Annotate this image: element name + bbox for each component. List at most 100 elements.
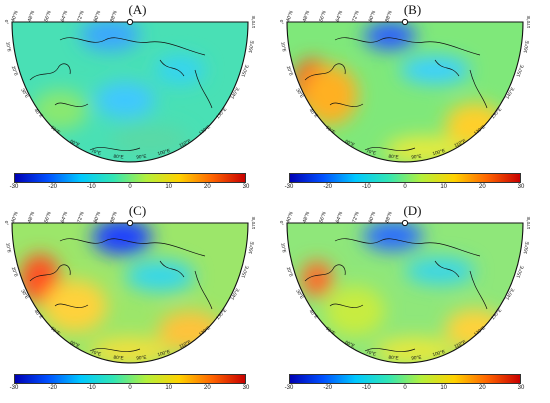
colorbar-tick-label: 0 [128,184,132,190]
lon-label: 10°E [280,41,287,52]
lon-label: 40°E [308,108,319,119]
lon-label: 110°E [178,339,191,349]
lon-label: 60°E [344,340,355,349]
colorbar-tick-label: 0 [403,184,407,190]
panel-label: (B) [403,2,422,17]
panel-label: (A) [128,2,147,17]
lon-label: 170°E [526,217,531,230]
lon-label: 70°E [366,349,377,357]
lat-label: 72°N [351,10,361,23]
lon-label: 70°E [91,148,102,156]
lon-label: 140°E [504,86,515,100]
lon-label: 0° [279,20,284,25]
map-outline [11,21,249,163]
map-figure: 40°N 48°N 56°N 64°N 72°N 80°N 88°N 0° 10°E 20°E 30… [279,10,531,163]
colorbar-tick-label: -10 [361,184,371,190]
lon-label: 120°E [473,124,486,136]
pole-marker [401,219,409,227]
lat-label: 80°N [368,10,378,23]
colorbar-tick-label: -30 [284,385,294,391]
anomaly-field [287,223,523,363]
colorbar-tick-label: 10 [440,385,447,391]
map-outline [286,222,524,364]
lon-label: 40°E [33,108,44,119]
lon-label: 60°E [344,139,355,148]
lon-label: 110°E [453,339,466,349]
lat-label: 72°N [76,211,86,224]
lon-label: 160°E [523,241,530,255]
lon-label: 120°E [198,124,211,136]
lon-label: 100°E [157,349,171,357]
panel-label: (C) [128,203,147,218]
lon-label: 100°E [432,148,446,156]
lon-label: 110°E [178,138,191,148]
lat-label: 72°N [76,10,86,23]
lon-label: 50°E [50,326,61,336]
lat-label: 40°N [10,211,20,224]
lon-label: 50°E [325,125,336,135]
lat-label: 80°N [93,211,103,224]
lon-label: 30°E [20,88,30,99]
lat-label: 48°N [302,211,312,224]
colorbar-tick-label: -30 [9,385,19,391]
colorbar-tick-label: -20 [48,385,57,391]
coastlines [304,37,488,151]
lon-label: 30°E [295,289,305,300]
lon-label: 20°E [286,65,294,76]
lon-label: 30°E [295,88,305,99]
lon-label: 170°E [251,16,256,29]
lat-label: 48°N [27,211,37,224]
lon-label: 70°E [366,148,377,156]
lon-label: 20°E [11,65,19,76]
colorbar-tick-label: 20 [478,385,486,391]
lat-label: 88°N [384,10,394,23]
lon-label: 160°E [248,40,255,54]
map-panel-a: (A) 40°N 48°N 56°N 64°N 72°N 80°N 88°N 0° 10°E 20°… [0,0,275,201]
colorbar-tick-label: 30 [517,184,525,190]
map-panel-b: (B) 40°N 48°N 56°N 64°N 72°N 80°N 88°N 0° 10°E 20°… [275,0,550,201]
lat-label: 40°N [285,10,295,23]
lat-label: 72°N [351,211,361,224]
lon-label: 0° [4,221,9,226]
colorbar-tick-label: -20 [323,385,332,391]
lat-label: 88°N [384,211,394,224]
colorbar-tick-label: 10 [165,184,172,190]
colorbar-tick-label: -20 [323,184,332,190]
lon-label: 0° [4,20,9,25]
lon-label: 170°E [251,217,256,230]
lat-label: 64°N [60,211,70,224]
colorbar-tick-label: -10 [361,385,371,391]
colorbar-tick-label: 0 [403,385,407,391]
coastlines [29,37,213,151]
pole-marker [126,219,134,227]
anomaly-field [12,223,248,363]
colorbar-tick-label: 30 [517,385,525,391]
lon-label: 80°E [388,355,399,361]
lon-label: 40°E [308,309,319,320]
lon-label: 170°E [526,16,531,29]
colorbar-ticks: -30 -20 -10 0 10 20 30 [285,385,525,397]
lon-label: 140°E [229,86,240,100]
colorbar [14,374,246,384]
lat-label: 56°N [318,211,328,224]
lon-label: 120°E [473,325,486,337]
lon-label: 150°E [516,265,525,279]
lat-label: 80°N [368,211,378,224]
colorbar-tick-label: 20 [478,184,486,190]
lon-label: 150°E [241,64,250,78]
lon-label: 80°E [113,355,124,361]
colorbar-tick-label: 30 [242,184,250,190]
map-panel-c: (C) 40°N 48°N 56°N 64°N 72°N 80°N 88°N 0° 10°E 20°… [0,201,275,402]
lon-label: 20°E [11,266,19,277]
coastlines [304,238,488,352]
lon-label: 100°E [157,148,171,156]
map-figure: 40°N 48°N 56°N 64°N 72°N 80°N 88°N 0° 10°E 20°E 30… [4,211,256,364]
anomaly-field [287,22,523,162]
lon-label: 70°E [91,349,102,357]
map-panel-d: (D) 40°N 48°N 56°N 64°N 72°N 80°N 88°N 0° 10°E 20°… [275,201,550,402]
colorbar-tick-label: -30 [284,184,294,190]
lon-label: 140°E [229,287,240,301]
lon-label: 20°E [286,266,294,277]
colorbar-ticks: -30 -20 -10 0 10 20 30 [285,184,525,196]
lat-label: 40°N [10,10,20,23]
